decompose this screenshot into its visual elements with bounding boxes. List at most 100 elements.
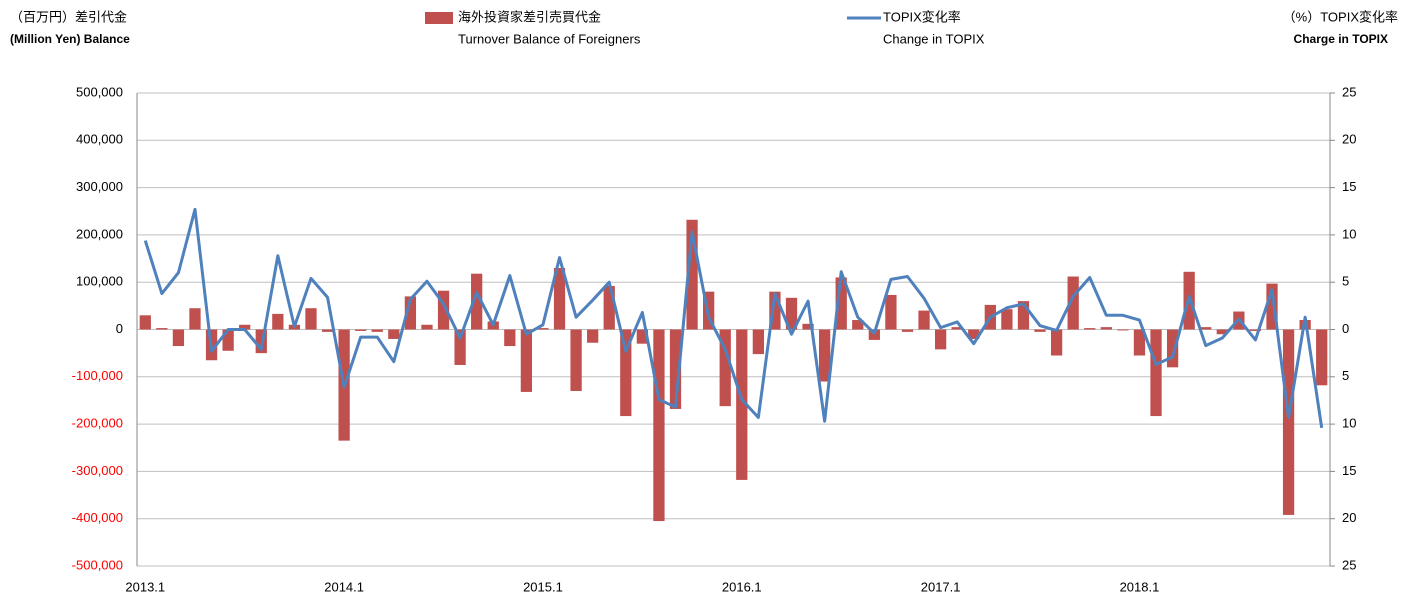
legend-label: TOPIX変化率 [883,9,961,24]
bar [968,329,980,339]
bar [901,329,914,332]
bar [1067,276,1079,330]
bar [553,268,566,330]
y-tick-label: 0 [116,321,123,336]
y2-tick-label: 10 [1342,226,1356,241]
y2-tick-label: 15 [1342,463,1356,478]
y-tick-label: 500,000 [76,84,123,99]
x-tick-label: 2014.1 [324,579,364,594]
line [143,207,1324,429]
bar [752,329,764,355]
bar [570,329,582,391]
x-tick-label: 2018.1 [1120,579,1160,594]
x-tick-label: 2015.1 [523,579,563,594]
y-tick-label: -300,000 [72,463,123,478]
y2-tick-label: 15 [1342,179,1356,194]
bar [1084,328,1096,330]
bar [1017,301,1030,330]
bar [1249,329,1262,331]
x-tick-label: 2013.1 [125,579,165,594]
bar [802,323,814,330]
x-tick-label: 2017.1 [921,579,961,594]
y2-tick-label: 5 [1342,274,1349,289]
bar [321,329,334,332]
bar [1316,329,1328,386]
x-tick-label: 2016.1 [722,579,762,594]
legend-label: 海外投資家差引売買代金 [458,9,601,24]
bar [1050,329,1063,356]
y2-tick-label: 20 [1342,510,1356,525]
bar [1133,329,1146,356]
bar [620,329,632,417]
bar [355,329,367,331]
y2-tick-label: 5 [1342,368,1349,383]
bar [1266,283,1278,330]
legend-label-en: Change in TOPIX [883,31,985,46]
y-tick-label: -500,000 [72,557,123,572]
bar [222,329,234,351]
bar [653,329,665,522]
y-tick-label: 400,000 [76,132,123,147]
y2-tick-label: 0 [1342,321,1349,336]
bar [1150,329,1162,417]
bar [818,329,831,382]
legend-label-en: Turnover Balance of Foreigners [458,31,641,46]
bar [587,329,599,343]
bar [371,329,383,332]
y-tick-label: 200,000 [76,226,123,241]
bar [139,315,151,330]
bar [172,329,185,347]
bar [404,296,417,330]
bar [719,329,731,407]
bar [388,329,400,339]
bar [156,328,168,330]
bar [852,320,864,330]
bar [885,294,897,330]
bar [1216,329,1228,335]
bar [272,313,284,330]
y-tick-label: -400,000 [72,510,123,525]
bar [454,329,466,365]
y2-tick-label: 20 [1342,132,1356,147]
y2-tick-label: 25 [1342,557,1356,572]
bar [669,329,682,409]
bar [1117,329,1129,331]
bar [785,297,798,330]
bar [918,310,930,330]
bar [1166,329,1179,368]
y2-axis-title-en: Charge in TOPIX [1294,32,1388,46]
bar [421,324,433,330]
bar [1001,309,1013,330]
bar [537,328,549,330]
bar [520,329,533,392]
y-tick-label: -200,000 [72,416,123,431]
bar [1034,329,1046,332]
y2-tick-label: 25 [1342,84,1356,99]
y-axis-title: （百万円）差引代金 [10,9,127,24]
bar [189,308,201,330]
bar [934,329,947,350]
bar [603,285,615,330]
y-tick-label: 300,000 [76,179,123,194]
bar [437,290,450,330]
bar [471,273,483,330]
y-tick-label: 100,000 [76,274,123,289]
y-axis-title-en: (Million Yen) Balance [10,32,130,46]
bar [1282,329,1295,515]
legend-swatch [425,12,453,24]
y-tick-label: -100,000 [72,368,123,383]
bar [239,324,251,330]
y2-axis-title: （%）TOPIX変化率 [1283,9,1398,24]
bar [504,329,516,347]
bar [686,219,698,330]
bar [1200,327,1212,330]
bar [951,327,963,330]
bar [835,277,847,330]
bar [769,291,781,330]
bar [1100,327,1112,330]
bar [636,329,649,344]
bar [305,308,317,330]
bar [736,329,748,480]
y2-tick-label: 10 [1342,416,1356,431]
